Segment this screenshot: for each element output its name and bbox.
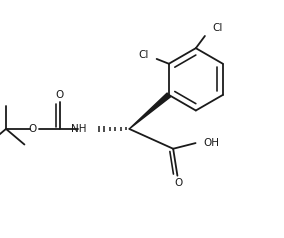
Text: OH: OH [204, 138, 220, 148]
Text: Cl: Cl [213, 23, 223, 33]
Text: O: O [29, 124, 37, 134]
Text: Cl: Cl [139, 50, 149, 60]
Text: NH: NH [71, 124, 87, 134]
Text: O: O [56, 90, 64, 100]
Text: O: O [175, 178, 183, 188]
Polygon shape [129, 93, 170, 129]
